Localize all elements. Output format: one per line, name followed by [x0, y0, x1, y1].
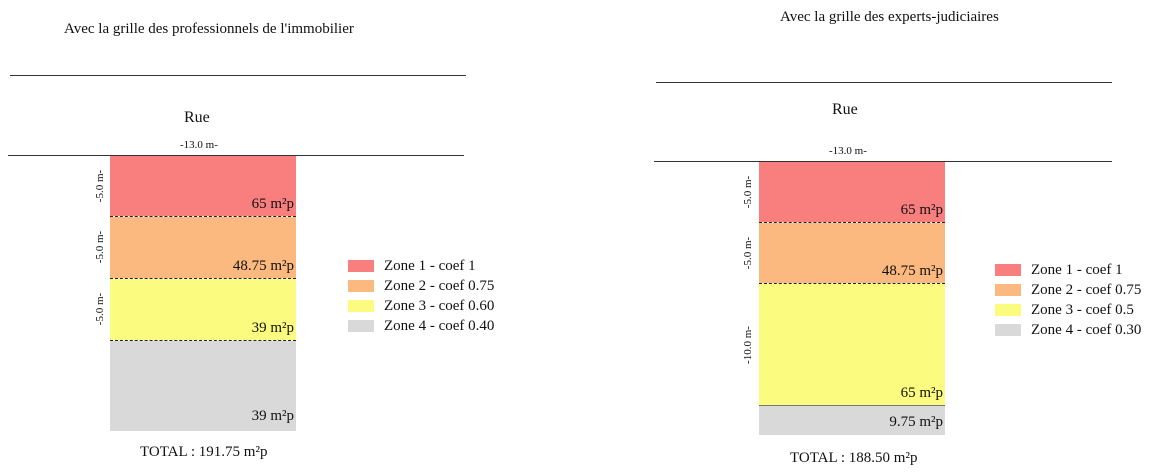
- left-legend-item-2: Zone 2 - coef 0.75: [348, 276, 494, 296]
- left-zone-3-value: 39 m²p: [251, 320, 294, 336]
- left-legend-label-4: Zone 4 - coef 0.40: [384, 317, 495, 334]
- right-legend: Zone 1 - coef 1 Zone 2 - coef 0.75 Zone …: [995, 260, 1141, 340]
- right-title: Avec la grille des experts-judiciaires: [780, 9, 999, 25]
- left-zone-4-value: 39 m²p: [251, 408, 294, 424]
- left-legend-label-1: Zone 1 - coef 1: [384, 257, 476, 274]
- left-legend-label-2: Zone 2 - coef 0.75: [384, 277, 495, 294]
- left-legend: Zone 1 - coef 1 Zone 2 - coef 0.75 Zone …: [348, 256, 494, 336]
- right-street-top-line: [656, 82, 1112, 83]
- left-legend-item-1: Zone 1 - coef 1: [348, 256, 494, 276]
- left-divider-3: [110, 340, 296, 341]
- left-depth-label-3: -5.0 m-: [94, 292, 106, 326]
- left-zone-3: 39 m²p: [110, 279, 296, 340]
- right-legend-item-2: Zone 2 - coef 0.75: [995, 280, 1141, 300]
- left-zone-2: 48.75 m²p: [110, 217, 296, 278]
- left-width-label: -13.0 m-: [180, 139, 218, 151]
- right-depth-label-3: -10.0 m-: [742, 326, 754, 364]
- left-legend-swatch-3: [348, 300, 374, 312]
- right-zone-3-value: 65 m²p: [900, 385, 943, 401]
- right-street-bottom-line: [654, 161, 1112, 162]
- left-divider-2: [110, 278, 296, 279]
- right-street-label: Rue: [832, 101, 858, 118]
- right-legend-swatch-4: [995, 324, 1021, 336]
- right-depth-label-2: -5.0 m-: [742, 236, 754, 270]
- left-street-label: Rue: [184, 109, 210, 126]
- right-zone-4: 9.75 m²p: [759, 405, 945, 435]
- right-legend-label-1: Zone 1 - coef 1: [1031, 261, 1123, 278]
- right-legend-label-3: Zone 3 - coef 0.5: [1031, 301, 1134, 318]
- right-legend-item-4: Zone 4 - coef 0.30: [995, 320, 1141, 340]
- right-legend-label-2: Zone 2 - coef 0.75: [1031, 281, 1142, 298]
- right-depth-label-1: -5.0 m-: [742, 175, 754, 209]
- right-legend-swatch-3: [995, 304, 1021, 316]
- right-divider-1: [759, 222, 945, 223]
- right-total: TOTAL : 188.50 m²p: [790, 450, 918, 466]
- left-depth-label-2: -5.0 m-: [94, 230, 106, 264]
- right-legend-swatch-2: [995, 284, 1021, 296]
- right-divider-2: [759, 283, 945, 284]
- left-street-bottom-line: [8, 155, 464, 156]
- right-zone-1-value: 65 m²p: [900, 202, 943, 218]
- left-zone-4: 39 m²p: [110, 341, 296, 431]
- right-zone-4-value: 9.75 m²p: [889, 414, 943, 430]
- right-zone-3: 65 m²p: [759, 284, 945, 405]
- left-legend-swatch-2: [348, 280, 374, 292]
- left-legend-swatch-4: [348, 320, 374, 332]
- left-zone-2-value: 48.75 m²p: [232, 258, 294, 274]
- right-width-label: -13.0 m-: [829, 145, 867, 157]
- left-title: Avec la grille des professionnels de l'i…: [64, 21, 354, 37]
- left-street-top-line: [10, 75, 466, 76]
- left-depth-label-1: -5.0 m-: [94, 169, 106, 203]
- left-legend-item-4: Zone 4 - coef 0.40: [348, 316, 494, 336]
- left-legend-item-3: Zone 3 - coef 0.60: [348, 296, 494, 316]
- right-legend-item-3: Zone 3 - coef 0.5: [995, 300, 1141, 320]
- right-plot: 65 m²p 48.75 m²p 65 m²p 9.75 m²p: [759, 162, 945, 435]
- right-zone-1: 65 m²p: [759, 162, 945, 222]
- left-plot: 65 m²p 48.75 m²p 39 m²p 39 m²p: [110, 156, 296, 431]
- left-total: TOTAL : 191.75 m²p: [140, 444, 268, 460]
- right-legend-label-4: Zone 4 - coef 0.30: [1031, 321, 1142, 338]
- left-zone-1-value: 65 m²p: [251, 196, 294, 212]
- right-legend-item-1: Zone 1 - coef 1: [995, 260, 1141, 280]
- right-zone-2: 48.75 m²p: [759, 223, 945, 283]
- left-divider-1: [110, 216, 296, 217]
- right-legend-swatch-1: [995, 264, 1021, 276]
- left-zone-1: 65 m²p: [110, 156, 296, 216]
- left-legend-label-3: Zone 3 - coef 0.60: [384, 297, 495, 314]
- left-legend-swatch-1: [348, 260, 374, 272]
- right-zone-2-value: 48.75 m²p: [881, 263, 943, 279]
